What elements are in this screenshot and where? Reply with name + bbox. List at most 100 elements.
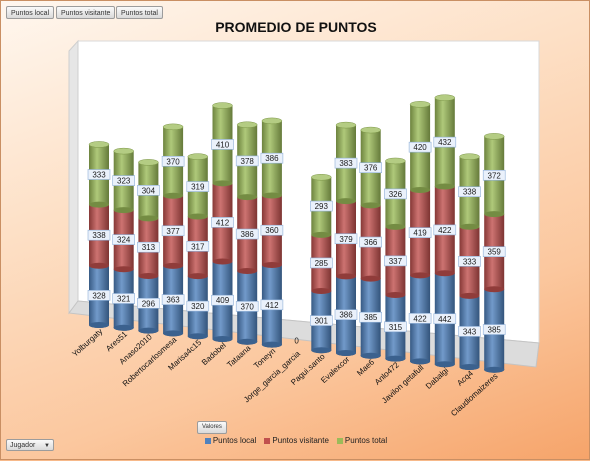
data-label: 386	[265, 154, 279, 163]
data-label-box	[334, 157, 358, 169]
data-label: 432	[438, 138, 452, 147]
data-label: 301	[315, 317, 329, 326]
data-label: 419	[413, 229, 427, 238]
data-label: 319	[191, 183, 205, 192]
legend-swatch	[336, 437, 343, 444]
data-label-box	[359, 311, 383, 323]
data-label: 377	[166, 227, 180, 236]
data-label-box	[458, 256, 481, 267]
category-label: Toneyn	[252, 346, 277, 370]
category-label: Tataana	[225, 343, 253, 369]
bar-cap	[311, 174, 332, 181]
data-label: 363	[166, 296, 180, 305]
data-label: 333	[92, 171, 106, 180]
bar-cap	[88, 141, 110, 148]
data-label-box	[211, 217, 234, 228]
filter-puntos-visitante-button[interactable]: Puntos visitante	[56, 6, 116, 19]
bar-cap	[483, 133, 505, 140]
bar-cap	[459, 153, 480, 160]
data-label-box	[482, 246, 506, 258]
legend-swatch	[204, 437, 211, 444]
data-label-box	[112, 293, 135, 304]
bar-cap	[236, 121, 258, 128]
data-label: 338	[92, 231, 106, 240]
filter-puntos-total-button[interactable]: Puntos total	[116, 6, 163, 19]
data-label-box	[359, 236, 383, 248]
data-label: 386	[339, 311, 353, 320]
data-label-box	[87, 229, 111, 241]
data-label: 326	[389, 190, 403, 199]
bar-cap	[212, 102, 233, 109]
data-label-box	[211, 139, 234, 150]
data-label-box	[186, 300, 210, 312]
data-label-box	[408, 313, 432, 324]
chevron-down-icon: ▼	[44, 443, 50, 449]
data-label-box	[260, 299, 284, 311]
data-label: 313	[142, 243, 156, 252]
data-label-box	[408, 141, 432, 153]
legend-label: Puntos visitante	[272, 436, 329, 445]
data-label-box	[482, 169, 506, 181]
data-label: 409	[216, 296, 230, 305]
data-label: 412	[265, 301, 279, 310]
data-label: 420	[413, 143, 427, 152]
data-label-box	[161, 225, 185, 237]
data-label-box	[408, 227, 432, 238]
category-label: Acq4	[455, 368, 475, 387]
chart-title: PROMEDIO DE PUNTOS	[215, 19, 377, 35]
data-label-box	[309, 315, 333, 326]
data-label-box	[433, 224, 457, 236]
data-label: 422	[413, 314, 427, 323]
data-label-box	[260, 224, 284, 236]
data-label-box	[87, 169, 111, 180]
data-label-box	[260, 152, 284, 164]
bar-cap	[409, 101, 431, 108]
data-label: 296	[142, 299, 156, 308]
data-label-box	[433, 136, 457, 148]
bar-cap	[113, 147, 134, 155]
data-label: 328	[92, 291, 106, 300]
legend-item: Puntos total	[336, 436, 388, 445]
data-label: 385	[364, 313, 378, 322]
filter-puntos-local-button[interactable]: Puntos local	[6, 6, 55, 19]
data-label: 370	[241, 302, 255, 311]
category-label: Dabalgi	[424, 366, 450, 391]
bar-cap	[385, 157, 406, 165]
data-label: 378	[241, 157, 255, 166]
data-label: 366	[364, 238, 378, 247]
legend-swatch	[264, 437, 271, 444]
bar-cap	[138, 159, 159, 166]
bar-cap	[162, 123, 184, 131]
data-label: 285	[315, 259, 329, 268]
data-label-box	[186, 241, 210, 252]
bar-cap	[434, 94, 456, 101]
data-label-box	[161, 155, 185, 167]
legend-item: Puntos local	[204, 436, 256, 445]
chart-side-wall	[68, 39, 79, 315]
data-label-box	[458, 186, 481, 198]
legend-label: Puntos total	[344, 436, 388, 445]
bar-cap	[187, 153, 209, 160]
data-label-box	[458, 326, 481, 337]
data-label-box	[161, 294, 185, 305]
data-label: 410	[216, 140, 230, 149]
category-label: Yolburgaty	[70, 327, 104, 359]
category-label: Mae6	[355, 357, 376, 377]
data-label: 315	[389, 323, 403, 332]
legend-item: Puntos visitante	[264, 436, 329, 445]
data-label-box	[384, 255, 407, 267]
data-label-box	[211, 294, 234, 306]
data-label: 422	[438, 226, 452, 235]
data-label-box	[309, 257, 333, 269]
data-label: 333	[463, 257, 477, 266]
category-label: Badobel	[200, 341, 228, 367]
data-label-box	[186, 181, 210, 192]
bar-cap	[360, 126, 381, 134]
category-label: Ares51	[104, 329, 129, 353]
jugador-filter-dropdown[interactable]: Jugador ▼	[6, 439, 54, 451]
data-label-box	[359, 162, 383, 174]
data-label: 376	[364, 164, 378, 173]
valores-field-button[interactable]: Valores	[197, 421, 227, 434]
data-label-box	[433, 313, 457, 325]
